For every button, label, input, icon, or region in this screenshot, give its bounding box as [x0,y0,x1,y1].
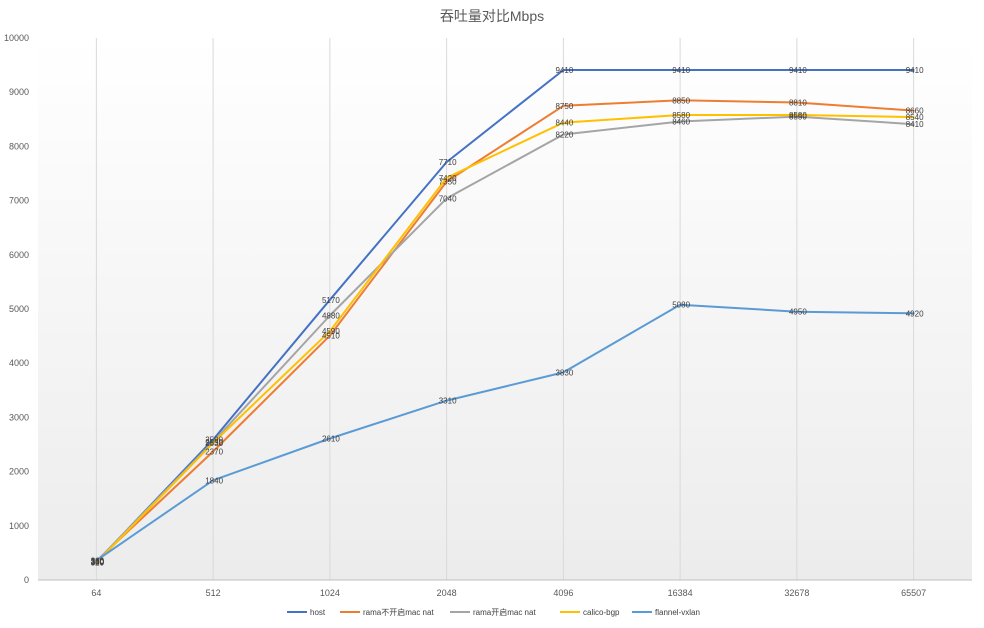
data-label: 8460 [672,117,690,126]
y-tick-label: 4000 [9,358,29,368]
data-label: 9410 [555,66,573,75]
data-label: 340 [91,558,105,567]
data-label: 2550 [205,438,223,447]
x-tick-label: 2048 [437,588,457,598]
legend-label: calico-bgp [583,608,620,617]
data-label: 7420 [439,174,457,183]
data-label: 8580 [789,111,807,120]
y-tick-label: 2000 [9,467,29,477]
data-label: 8750 [555,102,573,111]
chart-title: 吞吐量对比Mbps [440,8,544,24]
data-label: 7040 [439,194,457,203]
data-label: 8410 [906,120,924,129]
x-tick-label: 16384 [668,588,693,598]
data-label: 7710 [439,158,457,167]
data-label: 2370 [205,448,223,457]
x-tick-label: 64 [91,588,101,598]
y-tick-label: 1000 [9,521,29,531]
data-label: 9410 [672,66,690,75]
data-label: 7350 [439,178,457,187]
data-label: 9410 [789,66,807,75]
x-tick-label: 65507 [901,588,926,598]
data-label: 350 [91,557,105,566]
series-line [95,99,915,562]
legend-label: host [310,608,326,617]
data-label: 8810 [789,98,807,107]
x-tick-label: 4096 [553,588,573,598]
data-label: 3830 [555,368,573,377]
data-label: 8850 [672,96,690,105]
data-label: 8550 [789,113,807,122]
series-line [95,114,915,564]
data-label: 4590 [322,327,340,336]
data-label: 8540 [906,113,924,122]
x-tick-label: 512 [206,588,221,598]
y-tick-label: 0 [24,575,29,585]
plot-area [38,38,972,580]
y-tick-label: 6000 [9,250,29,260]
data-label: 5170 [322,296,340,305]
data-label: 5080 [672,301,690,310]
data-label: 4880 [322,312,340,321]
legend-label: rama开启mac nat [473,607,536,617]
y-tick-label: 10000 [4,33,29,43]
series-line [95,115,915,563]
data-label: 4950 [789,308,807,317]
data-label: 4920 [906,309,924,318]
y-tick-label: 8000 [9,141,29,151]
data-label: 330 [91,558,105,567]
y-tick-label: 9000 [9,87,29,97]
data-label: 2610 [322,435,340,444]
data-label: 360 [91,556,105,565]
data-label: 2530 [205,439,223,448]
y-tick-label: 3000 [9,412,29,422]
data-label: 8580 [672,111,690,120]
data-label: 1840 [205,476,223,485]
series-line [95,69,915,564]
data-label: 8440 [555,119,573,128]
data-label: 3310 [439,397,457,406]
data-label: 320 [91,559,105,568]
data-label: 8660 [906,107,924,116]
data-label: 4510 [322,332,340,341]
series-line [95,303,915,562]
data-label: 9410 [906,66,924,75]
data-label: 2590 [205,436,223,445]
data-label: 8220 [555,130,573,139]
legend-label: flannel-vxlan [655,608,700,617]
x-tick-label: 1024 [320,588,340,598]
y-tick-label: 7000 [9,196,29,206]
legend-label: rama不开启mac nat [363,607,434,617]
y-tick-label: 5000 [9,304,29,314]
x-tick-label: 32678 [784,588,809,598]
